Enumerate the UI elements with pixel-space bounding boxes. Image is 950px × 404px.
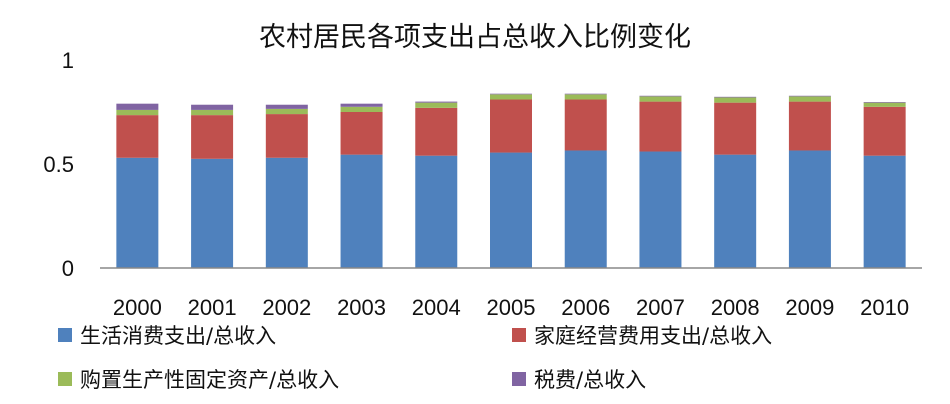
bar-segment-2006-series-1	[564, 150, 607, 268]
x-tick-label: 2009	[785, 295, 834, 320]
x-tick-label: 2008	[711, 295, 760, 320]
bar-segment-2010-series-1	[863, 155, 906, 268]
bar-segment-2008-series-1	[714, 154, 757, 268]
bar-segment-2002-series-3	[265, 108, 308, 115]
bar-segment-2007-series-4	[639, 95, 682, 97]
bar-segment-2009-series-3	[788, 96, 831, 102]
legend-swatch-series-3	[58, 372, 72, 386]
bar-segment-2004-series-1	[415, 155, 458, 268]
bar-segment-2007-series-2	[639, 101, 682, 152]
bar-segment-2000-series-2	[116, 115, 159, 158]
bar-segment-2000-series-3	[116, 109, 159, 116]
bar-segment-2000-series-4	[116, 103, 159, 110]
bar-segment-2009-series-4	[788, 95, 831, 97]
bar-segment-2009-series-1	[788, 150, 831, 268]
bar-segment-2003-series-4	[340, 103, 383, 107]
x-tick-label: 2006	[561, 295, 610, 320]
bar-segment-2008-series-3	[714, 97, 757, 103]
bar-segment-2006-series-4	[564, 93, 607, 95]
bar-segment-2004-series-2	[415, 107, 458, 156]
x-tick-label: 2004	[412, 295, 461, 320]
bar-segment-2005-series-1	[490, 152, 532, 268]
bar-segment-2003-series-1	[340, 154, 383, 268]
bar-segment-2004-series-3	[415, 102, 458, 108]
bar-segment-2006-series-3	[564, 94, 607, 100]
bar-segment-2004-series-4	[415, 101, 458, 103]
bar-segment-2002-series-1	[265, 157, 308, 268]
x-tick-label: 2010	[860, 295, 909, 320]
bar-segment-2005-series-3	[490, 94, 532, 100]
bar-segment-2008-series-4	[714, 96, 757, 98]
bar-segment-2006-series-2	[564, 99, 607, 151]
bar-segment-2010-series-3	[863, 102, 906, 107]
bar-segment-2001-series-4	[191, 104, 234, 110]
x-tick-label: 2005	[487, 295, 536, 320]
y-tick-label: 0	[62, 256, 74, 281]
bar-segment-2007-series-3	[639, 96, 682, 102]
bar-segment-2003-series-3	[340, 106, 383, 112]
legend-swatch-series-2	[512, 328, 526, 342]
legend-swatch-series-1	[58, 328, 72, 342]
legend-label-series-4: 税费/总收入	[534, 368, 646, 392]
x-tick-label: 2002	[262, 295, 311, 320]
x-tick-label: 2001	[188, 295, 237, 320]
legend-label-series-2: 家庭经营费用支出/总收入	[534, 324, 772, 348]
bar-segment-2002-series-2	[265, 114, 308, 158]
bar-segment-2002-series-4	[265, 104, 308, 109]
chart-title: 农村居民各项支出占总收入比例变化	[259, 22, 691, 53]
x-tick-label: 2007	[636, 295, 685, 320]
x-tick-label: 2003	[337, 295, 386, 320]
bar-segment-2005-series-2	[490, 99, 532, 153]
bar-segment-2001-series-3	[191, 109, 234, 116]
bar-segment-2001-series-1	[191, 158, 234, 268]
bar-segment-2007-series-1	[639, 151, 682, 268]
legend-swatch-series-4	[512, 372, 526, 386]
bar-segment-2000-series-1	[116, 157, 159, 268]
y-tick-label: 0.5	[43, 152, 74, 177]
x-tick-label: 2000	[113, 295, 162, 320]
bar-segment-2010-series-4	[863, 102, 906, 103]
legend-label-series-1: 生活消费支出/总收入	[80, 324, 276, 348]
bar-segment-2009-series-2	[788, 101, 831, 151]
bar-segment-2010-series-2	[863, 106, 906, 156]
bar-segment-2005-series-4	[490, 93, 532, 95]
bar-segment-2008-series-2	[714, 102, 757, 155]
y-tick-label: 1	[62, 48, 74, 73]
bar-segment-2001-series-2	[191, 115, 234, 159]
bar-segment-2003-series-2	[340, 112, 383, 155]
legend-label-series-3: 购置生产性固定资产/总收入	[80, 368, 339, 392]
plot-area: 0 0.5 1 2000 2001 2002 2003 2004 2005 2006 2007 200…	[43, 48, 922, 320]
